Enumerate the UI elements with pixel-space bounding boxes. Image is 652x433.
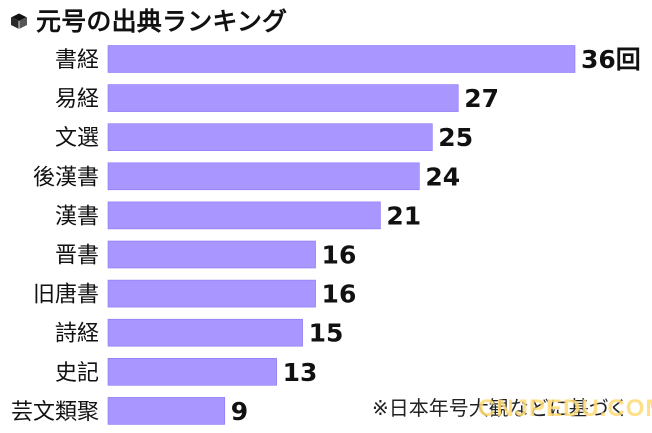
- category-label: 漢書: [55, 204, 99, 229]
- value-label: 16: [322, 280, 357, 309]
- source-note: ※日本年号大観などに基づく: [372, 396, 629, 420]
- value-label: 24: [425, 162, 460, 191]
- bar: [107, 123, 433, 151]
- value-label: 13: [283, 358, 318, 387]
- category-label: 晋書: [55, 244, 99, 269]
- bar: [107, 279, 316, 308]
- bar: [107, 318, 303, 347]
- cube-icon: [10, 12, 28, 29]
- value-label: 16: [322, 241, 357, 270]
- value-label: 21: [386, 201, 421, 230]
- category-label: 易経: [55, 87, 99, 112]
- category-label: 旧唐書: [33, 283, 99, 308]
- bar: [107, 162, 420, 191]
- category-label: 後漢書: [33, 165, 99, 190]
- bar: [107, 397, 226, 425]
- value-label: 9: [231, 397, 248, 426]
- value-label: 36回: [581, 45, 641, 74]
- chart-header: 元号の出典ランキング: [8, 6, 287, 36]
- chart-title: 元号の出典ランキング: [36, 6, 288, 36]
- category-label: 書経: [55, 48, 99, 73]
- category-label: 芸文類聚: [11, 400, 99, 425]
- bar: [107, 201, 381, 230]
- bar: [107, 240, 316, 269]
- bar: [107, 45, 576, 73]
- value-label: 25: [438, 123, 473, 152]
- bar: [107, 357, 277, 386]
- bar: [107, 84, 459, 112]
- category-label: 史記: [55, 361, 99, 386]
- category-label: 詩経: [55, 322, 99, 347]
- value-label: 27: [464, 84, 499, 113]
- value-label: 15: [309, 319, 344, 348]
- category-label: 文選: [55, 126, 99, 151]
